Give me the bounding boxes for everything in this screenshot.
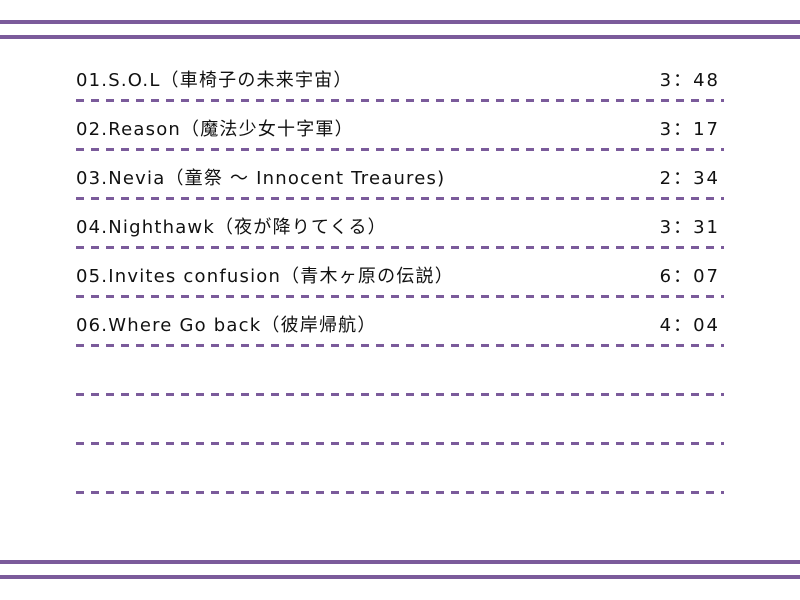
track-row: 01.S.O.L（車椅子の未来宇宙） 3：48 xyxy=(76,53,724,102)
empty-row xyxy=(76,445,724,494)
dashed-divider xyxy=(76,148,724,151)
top-border-line xyxy=(0,35,800,39)
dashed-divider xyxy=(76,295,724,298)
track-time: 3：31 xyxy=(659,217,720,238)
track-time: 4：04 xyxy=(659,315,720,336)
dashed-divider xyxy=(76,246,724,249)
track-list: 01.S.O.L（車椅子の未来宇宙） 3：48 02.Reason（魔法少女十字軍… xyxy=(76,53,724,494)
track-time: 6：07 xyxy=(659,266,720,287)
dashed-divider xyxy=(76,442,724,445)
bottom-border-line xyxy=(0,560,800,564)
dashed-divider xyxy=(76,99,724,102)
dashed-divider xyxy=(76,491,724,494)
track-title: 04.Nighthawk（夜が降りてくる） xyxy=(76,217,387,238)
track-row: 03.Nevia（童祭 ～ Innocent Treaures) 2：34 xyxy=(76,151,724,200)
track-row: 05.Invites confusion（青木ヶ原の伝説） 6：07 xyxy=(76,249,724,298)
track-title: 05.Invites confusion（青木ヶ原の伝説） xyxy=(76,266,454,287)
top-border-line xyxy=(0,20,800,24)
track-time: 3：17 xyxy=(659,119,720,140)
track-title: 02.Reason（魔法少女十字軍） xyxy=(76,119,354,140)
track-time: 3：48 xyxy=(659,70,720,91)
dashed-divider xyxy=(76,393,724,396)
track-title: 01.S.O.L（車椅子の未来宇宙） xyxy=(76,70,353,91)
track-title: 03.Nevia（童祭 ～ Innocent Treaures) xyxy=(76,168,446,189)
empty-row xyxy=(76,396,724,445)
track-time: 2：34 xyxy=(659,168,720,189)
track-title: 06.Where Go back（彼岸帰航） xyxy=(76,315,377,336)
track-row: 04.Nighthawk（夜が降りてくる） 3：31 xyxy=(76,200,724,249)
empty-row xyxy=(76,347,724,396)
dashed-divider xyxy=(76,197,724,200)
track-row: 02.Reason（魔法少女十字軍） 3：17 xyxy=(76,102,724,151)
track-row: 06.Where Go back（彼岸帰航） 4：04 xyxy=(76,298,724,347)
bottom-border-line xyxy=(0,575,800,579)
dashed-divider xyxy=(76,344,724,347)
